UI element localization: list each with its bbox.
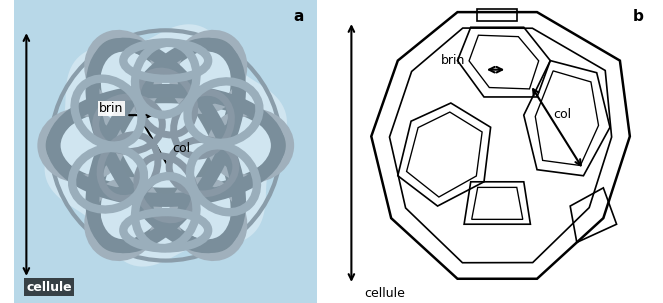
Polygon shape [371, 12, 630, 279]
Circle shape [44, 24, 287, 267]
Circle shape [114, 94, 217, 197]
FancyBboxPatch shape [332, 0, 663, 303]
Text: a: a [293, 9, 304, 24]
Text: brin: brin [441, 54, 465, 67]
Text: col: col [172, 142, 190, 155]
Text: col: col [554, 108, 572, 121]
Polygon shape [44, 24, 287, 267]
FancyBboxPatch shape [14, 0, 318, 303]
Text: cellule: cellule [365, 287, 406, 300]
Text: brin: brin [99, 102, 123, 115]
Text: cellule: cellule [27, 281, 72, 294]
Text: b: b [633, 9, 644, 24]
